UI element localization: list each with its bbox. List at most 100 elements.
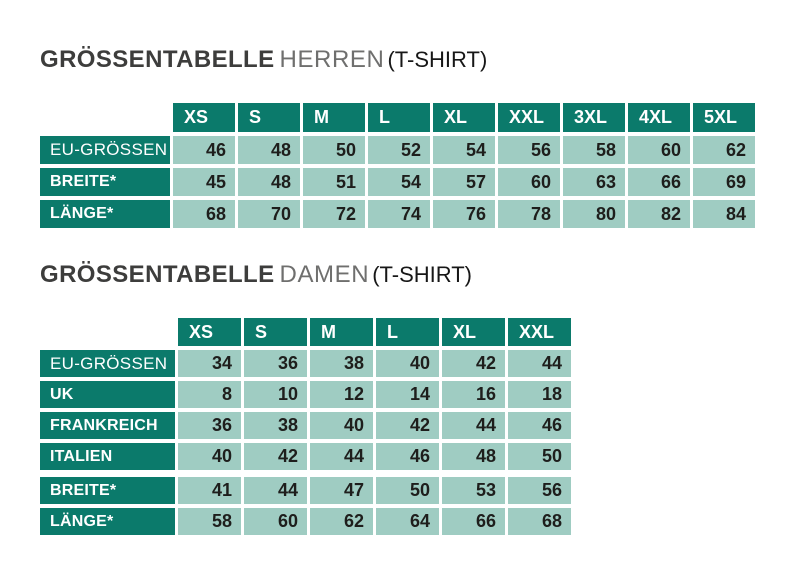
value-cell: 70 <box>238 200 300 228</box>
table-row-breite: BREITE* 45 48 51 54 57 60 63 66 69 <box>40 168 803 196</box>
value-cell: 42 <box>442 350 505 377</box>
value-cell: 46 <box>508 412 571 439</box>
size-chart-title-herren: GRÖSSENTABELLE HERREN (T-SHIRT) <box>40 45 803 75</box>
value-cell: 64 <box>376 508 439 535</box>
value-cell: 68 <box>508 508 571 535</box>
value-cell: 53 <box>442 477 505 504</box>
row-label-breite: BREITE* <box>40 477 175 504</box>
value-cell: 72 <box>303 200 365 228</box>
value-cell: 50 <box>508 443 571 470</box>
value-cell: 63 <box>563 168 625 196</box>
column-header-s: S <box>244 318 307 346</box>
title-category-damen: DAMEN <box>279 261 370 288</box>
value-cell: 52 <box>368 136 430 164</box>
value-cell: 48 <box>442 443 505 470</box>
value-cell: 62 <box>310 508 373 535</box>
value-cell: 60 <box>498 168 560 196</box>
value-cell: 16 <box>442 381 505 408</box>
value-cell: 38 <box>310 350 373 377</box>
row-label-eu-groessen: EU-GRÖSSEN <box>40 350 175 377</box>
value-cell: 40 <box>178 443 241 470</box>
row-label-frankreich: FRANKREICH <box>40 412 175 439</box>
column-header-m: M <box>310 318 373 346</box>
value-cell: 76 <box>433 200 495 228</box>
table-row-eu-groessen: EU-GRÖSSEN 46 48 50 52 54 56 58 60 62 <box>40 136 803 164</box>
header-spacer <box>40 318 175 346</box>
column-header-5xl: 5XL <box>693 103 755 132</box>
title-main-herren: GRÖSSENTABELLE <box>40 46 275 73</box>
value-cell: 41 <box>178 477 241 504</box>
value-cell: 66 <box>442 508 505 535</box>
value-cell: 56 <box>508 477 571 504</box>
value-cell: 44 <box>244 477 307 504</box>
column-header-xl: XL <box>433 103 495 132</box>
value-cell: 57 <box>433 168 495 196</box>
column-header-l: L <box>368 103 430 132</box>
value-cell: 82 <box>628 200 690 228</box>
value-cell: 60 <box>244 508 307 535</box>
value-cell: 45 <box>173 168 235 196</box>
value-cell: 84 <box>693 200 755 228</box>
column-header-4xl: 4XL <box>628 103 690 132</box>
title-product-damen: (T-SHIRT) <box>372 262 472 287</box>
table-header-row: XS S M L XL XXL 3XL 4XL 5XL <box>40 103 803 132</box>
column-header-xs: XS <box>173 103 235 132</box>
value-cell: 18 <box>508 381 571 408</box>
value-cell: 66 <box>628 168 690 196</box>
row-label-italien: ITALIEN <box>40 443 175 470</box>
value-cell: 80 <box>563 200 625 228</box>
value-cell: 47 <box>310 477 373 504</box>
value-cell: 54 <box>368 168 430 196</box>
row-label-eu-groessen: EU-GRÖSSEN <box>40 136 170 164</box>
value-cell: 54 <box>433 136 495 164</box>
table-row-laenge: LÄNGE* 58 60 62 64 66 68 <box>40 508 803 535</box>
column-header-l: L <box>376 318 439 346</box>
table-row-laenge: LÄNGE* 68 70 72 74 76 78 80 82 84 <box>40 200 803 228</box>
title-main-damen: GRÖSSENTABELLE <box>40 261 275 288</box>
value-cell: 42 <box>376 412 439 439</box>
value-cell: 62 <box>693 136 755 164</box>
table-row-frankreich: FRANKREICH 36 38 40 42 44 46 <box>40 412 803 439</box>
column-header-xxl: XXL <box>498 103 560 132</box>
column-header-m: M <box>303 103 365 132</box>
column-header-xs: XS <box>178 318 241 346</box>
value-cell: 78 <box>498 200 560 228</box>
value-cell: 34 <box>178 350 241 377</box>
value-cell: 44 <box>442 412 505 439</box>
value-cell: 40 <box>376 350 439 377</box>
column-header-xl: XL <box>442 318 505 346</box>
value-cell: 12 <box>310 381 373 408</box>
value-cell: 14 <box>376 381 439 408</box>
value-cell: 58 <box>178 508 241 535</box>
table-row-italien: ITALIEN 40 42 44 46 48 50 <box>40 443 803 470</box>
value-cell: 68 <box>173 200 235 228</box>
row-label-laenge: LÄNGE* <box>40 200 170 228</box>
row-label-breite: BREITE* <box>40 168 170 196</box>
table-header-row: XS S M L XL XXL <box>40 318 803 346</box>
value-cell: 10 <box>244 381 307 408</box>
value-cell: 36 <box>244 350 307 377</box>
value-cell: 40 <box>310 412 373 439</box>
row-label-laenge: LÄNGE* <box>40 508 175 535</box>
size-table-herren: XS S M L XL XXL 3XL 4XL 5XL EU-GRÖSSEN 4… <box>40 103 803 228</box>
value-cell: 58 <box>563 136 625 164</box>
value-cell: 50 <box>303 136 365 164</box>
value-cell: 38 <box>244 412 307 439</box>
value-cell: 8 <box>178 381 241 408</box>
value-cell: 50 <box>376 477 439 504</box>
value-cell: 36 <box>178 412 241 439</box>
value-cell: 48 <box>238 168 300 196</box>
value-cell: 69 <box>693 168 755 196</box>
value-cell: 51 <box>303 168 365 196</box>
value-cell: 44 <box>310 443 373 470</box>
value-cell: 60 <box>628 136 690 164</box>
value-cell: 44 <box>508 350 571 377</box>
value-cell: 46 <box>376 443 439 470</box>
title-product-herren: (T-SHIRT) <box>387 47 488 72</box>
table-row-breite: BREITE* 41 44 47 50 53 56 <box>40 477 803 504</box>
size-table-damen: XS S M L XL XXL EU-GRÖSSEN 34 36 38 40 4… <box>40 318 803 535</box>
column-header-xxl: XXL <box>508 318 571 346</box>
size-chart-title-damen: GRÖSSENTABELLE DAMEN (T-SHIRT) <box>40 260 803 290</box>
value-cell: 46 <box>173 136 235 164</box>
